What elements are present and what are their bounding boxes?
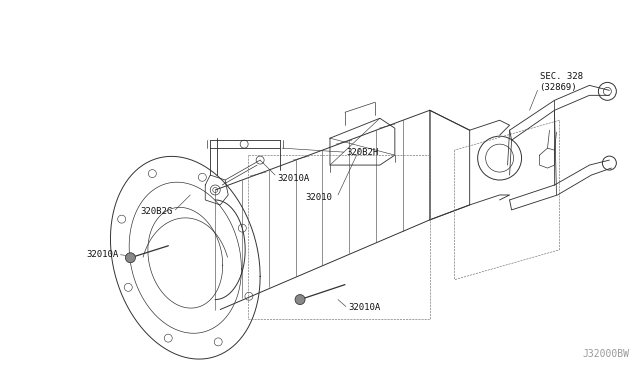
Circle shape <box>125 253 136 263</box>
Text: J32000BW: J32000BW <box>582 349 629 359</box>
Text: SEC. 328
(32869): SEC. 328 (32869) <box>540 72 582 92</box>
Text: 32010A: 32010A <box>277 173 309 183</box>
Text: 32010A: 32010A <box>86 250 118 259</box>
Circle shape <box>295 295 305 305</box>
Text: 320B2G: 320B2G <box>140 208 172 217</box>
Text: 32010A: 32010A <box>348 303 380 312</box>
Text: 320B2H: 320B2H <box>346 148 378 157</box>
Text: 32010: 32010 <box>305 193 332 202</box>
